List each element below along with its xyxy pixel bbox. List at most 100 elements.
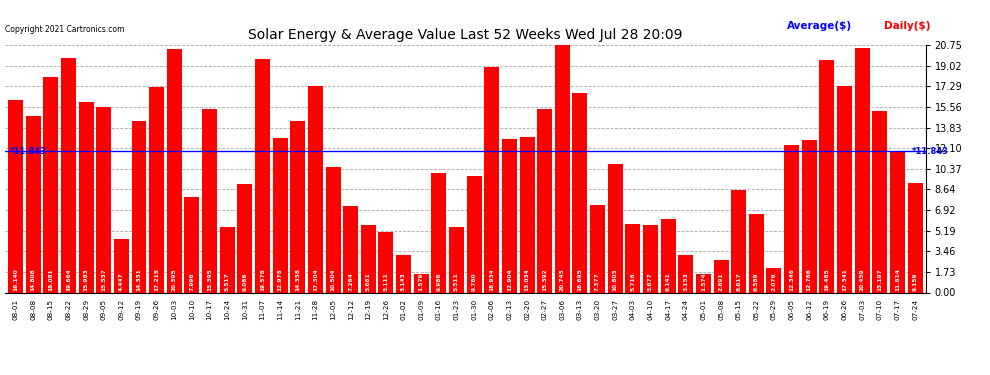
Text: 5.716: 5.716 [631, 272, 636, 291]
Text: 15.983: 15.983 [83, 268, 88, 291]
Text: 18.081: 18.081 [49, 268, 53, 291]
Bar [378, 231, 393, 292]
Bar [802, 140, 817, 292]
Text: 5.111: 5.111 [383, 272, 388, 291]
Text: *11.843: *11.843 [10, 147, 47, 156]
Text: 14.358: 14.358 [295, 268, 300, 291]
Text: 19.485: 19.485 [825, 268, 830, 291]
Text: 14.351: 14.351 [137, 268, 142, 291]
Text: 3.143: 3.143 [401, 272, 406, 291]
Bar [538, 109, 552, 292]
Bar [220, 227, 235, 292]
Bar [626, 224, 641, 292]
Text: 12.346: 12.346 [789, 268, 794, 291]
Bar [149, 87, 164, 292]
Text: 10.504: 10.504 [331, 268, 336, 291]
Text: 1.579: 1.579 [419, 272, 424, 291]
Bar [8, 100, 23, 292]
Bar [61, 58, 76, 292]
Text: 6.141: 6.141 [665, 272, 670, 291]
Text: 17.341: 17.341 [842, 268, 847, 291]
Text: 6.589: 6.589 [753, 272, 758, 291]
Text: 3.153: 3.153 [683, 272, 688, 291]
Text: 14.808: 14.808 [31, 268, 36, 291]
Bar [820, 60, 835, 292]
Text: 10.803: 10.803 [613, 268, 618, 291]
Text: 19.664: 19.664 [66, 268, 71, 291]
Text: 9.159: 9.159 [913, 272, 918, 291]
Bar [837, 86, 852, 292]
Text: 8.617: 8.617 [737, 272, 742, 291]
Bar [414, 274, 429, 292]
Text: 11.814: 11.814 [895, 268, 900, 291]
Bar [78, 102, 94, 292]
Bar [784, 145, 799, 292]
Text: 12.766: 12.766 [807, 268, 812, 291]
Bar [502, 139, 517, 292]
Bar [396, 255, 411, 292]
Text: 15.395: 15.395 [207, 268, 212, 291]
Bar [872, 111, 887, 292]
Text: 15.557: 15.557 [101, 268, 106, 291]
Text: 7.264: 7.264 [348, 272, 353, 291]
Bar [732, 190, 746, 292]
Text: 16.695: 16.695 [577, 268, 582, 291]
Text: 20.459: 20.459 [859, 268, 864, 291]
Text: 12.904: 12.904 [507, 268, 512, 291]
Text: 7.996: 7.996 [189, 272, 194, 291]
Text: 2.691: 2.691 [719, 272, 724, 291]
Text: 9.986: 9.986 [437, 272, 442, 291]
Text: Copyright 2021 Cartronics.com: Copyright 2021 Cartronics.com [5, 25, 125, 34]
Bar [96, 107, 111, 292]
Text: 17.218: 17.218 [154, 268, 159, 291]
Text: 9.086: 9.086 [243, 272, 248, 291]
Bar [272, 138, 288, 292]
Bar [326, 167, 341, 292]
Text: 20.745: 20.745 [559, 268, 565, 291]
Bar [255, 59, 270, 292]
Bar [26, 116, 41, 292]
Text: 19.578: 19.578 [260, 268, 265, 291]
Bar [643, 225, 658, 292]
Text: 13.034: 13.034 [525, 268, 530, 291]
Bar [238, 184, 252, 292]
Bar [484, 67, 499, 292]
Bar [466, 176, 481, 292]
Bar [714, 260, 729, 292]
Text: 16.140: 16.140 [13, 268, 18, 291]
Bar [572, 93, 587, 292]
Text: 7.377: 7.377 [595, 272, 600, 291]
Text: 2.076: 2.076 [771, 272, 776, 291]
Bar [360, 225, 376, 292]
Text: 18.934: 18.934 [489, 268, 494, 291]
Text: 4.447: 4.447 [119, 272, 124, 291]
Bar [678, 255, 693, 292]
Bar [166, 49, 182, 292]
Text: 5.661: 5.661 [365, 272, 371, 291]
Bar [748, 214, 764, 292]
Bar [449, 227, 464, 292]
Text: Average($): Average($) [787, 21, 852, 31]
Bar [132, 122, 147, 292]
Bar [554, 45, 570, 292]
Bar [696, 274, 711, 292]
Bar [608, 164, 623, 292]
Bar [890, 152, 905, 292]
Bar [908, 183, 923, 292]
Title: Solar Energy & Average Value Last 52 Weeks Wed Jul 28 20:09: Solar Energy & Average Value Last 52 Wee… [248, 28, 682, 42]
Bar [854, 48, 869, 292]
Text: *11.843: *11.843 [912, 147, 948, 156]
Text: 5.517: 5.517 [225, 272, 230, 291]
Text: 17.304: 17.304 [313, 268, 318, 291]
Text: 12.978: 12.978 [277, 268, 282, 291]
Bar [590, 204, 605, 292]
Text: 5.677: 5.677 [648, 272, 653, 291]
Text: 9.780: 9.780 [471, 272, 476, 291]
Bar [660, 219, 675, 292]
Text: 5.511: 5.511 [454, 272, 459, 291]
Bar [184, 197, 199, 292]
Text: Daily($): Daily($) [884, 21, 931, 31]
Bar [290, 121, 305, 292]
Bar [308, 86, 323, 292]
Bar [44, 77, 58, 292]
